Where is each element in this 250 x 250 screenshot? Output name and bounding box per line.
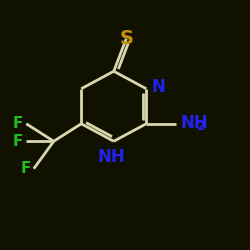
Text: F: F: [13, 116, 23, 131]
Text: N: N: [151, 78, 165, 96]
Text: S: S: [119, 29, 133, 48]
Text: NH: NH: [98, 148, 125, 166]
Text: NH: NH: [180, 114, 208, 132]
Text: 2: 2: [197, 120, 206, 133]
Text: F: F: [20, 161, 31, 176]
Text: F: F: [13, 134, 23, 149]
